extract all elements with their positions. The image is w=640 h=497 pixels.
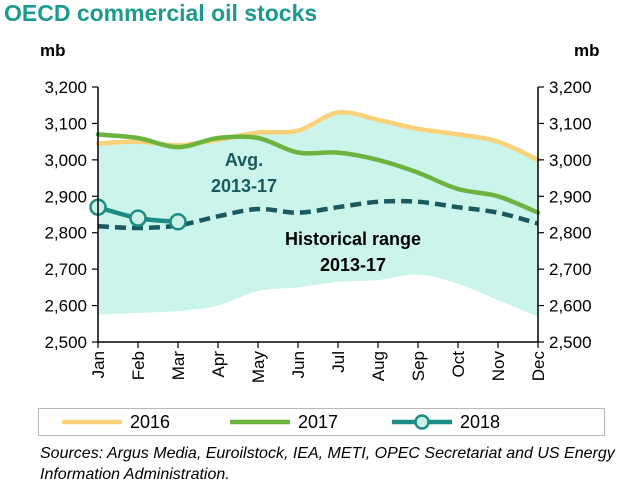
chart-title: OECD commercial oil stocks (4, 0, 318, 26)
legend-frame (38, 408, 605, 436)
x-tick-label-nov: Nov (489, 351, 508, 382)
legend-label-2016: 2016 (130, 412, 170, 432)
series-line-2017 (95, 132, 541, 215)
avg-annotation-line1: Avg. (225, 150, 263, 170)
y-tick-label-left: 2,800 (44, 224, 87, 243)
y-tick-label-left: 2,700 (44, 260, 87, 279)
x-tick-label-aug: Aug (369, 351, 388, 381)
y-tick-label-right: 2,600 (549, 297, 592, 316)
x-tick-label-jul: Jul (329, 351, 348, 373)
y-axis-label-left: mb (40, 41, 66, 60)
y-tick-label-right: 2,800 (549, 224, 592, 243)
range-annotation-line1: Historical range (285, 229, 421, 249)
legend-marker-2018 (414, 414, 430, 430)
y-tick-label-left: 2,600 (44, 297, 87, 316)
y-tick-label-right: 2,700 (549, 260, 592, 279)
y-tick-label-left: 3,100 (44, 114, 87, 133)
x-tick-label-sep: Sep (409, 351, 428, 381)
range-band-layer (98, 112, 538, 317)
series-2018-point-feb (129, 209, 147, 227)
y-tick-label-right: 3,100 (549, 114, 592, 133)
x-tick-label-jun: Jun (289, 351, 308, 378)
y-tick-label-left: 2,500 (44, 333, 87, 352)
axes-layer: 2,500 2,500 2,600 2,600 2,700 2,700 2,800 2,800… (44, 78, 591, 383)
x-tick-label-apr: Apr (209, 351, 228, 378)
legend-label-2018: 2018 (460, 412, 500, 432)
y-tick-label-left: 2,900 (44, 187, 87, 206)
series-2018-point-mar (169, 213, 187, 231)
y-tick-label-right: 2,900 (549, 187, 592, 206)
x-tick-label-dec: Dec (529, 351, 548, 382)
x-tick-label-jan: Jan (89, 351, 108, 378)
x-tick-label-feb: Feb (129, 351, 148, 380)
y-tick-label-right: 3,000 (549, 151, 592, 170)
legend-label-2017: 2017 (298, 412, 338, 432)
x-tick-label-mar: Mar (169, 351, 188, 381)
historical-range-band (98, 112, 538, 317)
sources-note: Sources: Argus Media, Euroilstock, IEA, … (40, 445, 615, 483)
x-tick-label-may: May (249, 351, 268, 384)
range-annotation-line2: 2013-17 (320, 255, 386, 275)
y-tick-label-left: 3,200 (44, 78, 87, 97)
y-tick-label-left: 3,000 (44, 151, 87, 170)
legend: 2016 2017 2018 (62, 412, 500, 432)
y-axis-label-right: mb (574, 41, 600, 60)
x-tick-label-oct: Oct (449, 351, 468, 378)
y-tick-label-right: 2,500 (549, 333, 592, 352)
avg-annotation-line2: 2013-17 (211, 176, 277, 196)
y-tick-label-right: 3,200 (549, 78, 592, 97)
